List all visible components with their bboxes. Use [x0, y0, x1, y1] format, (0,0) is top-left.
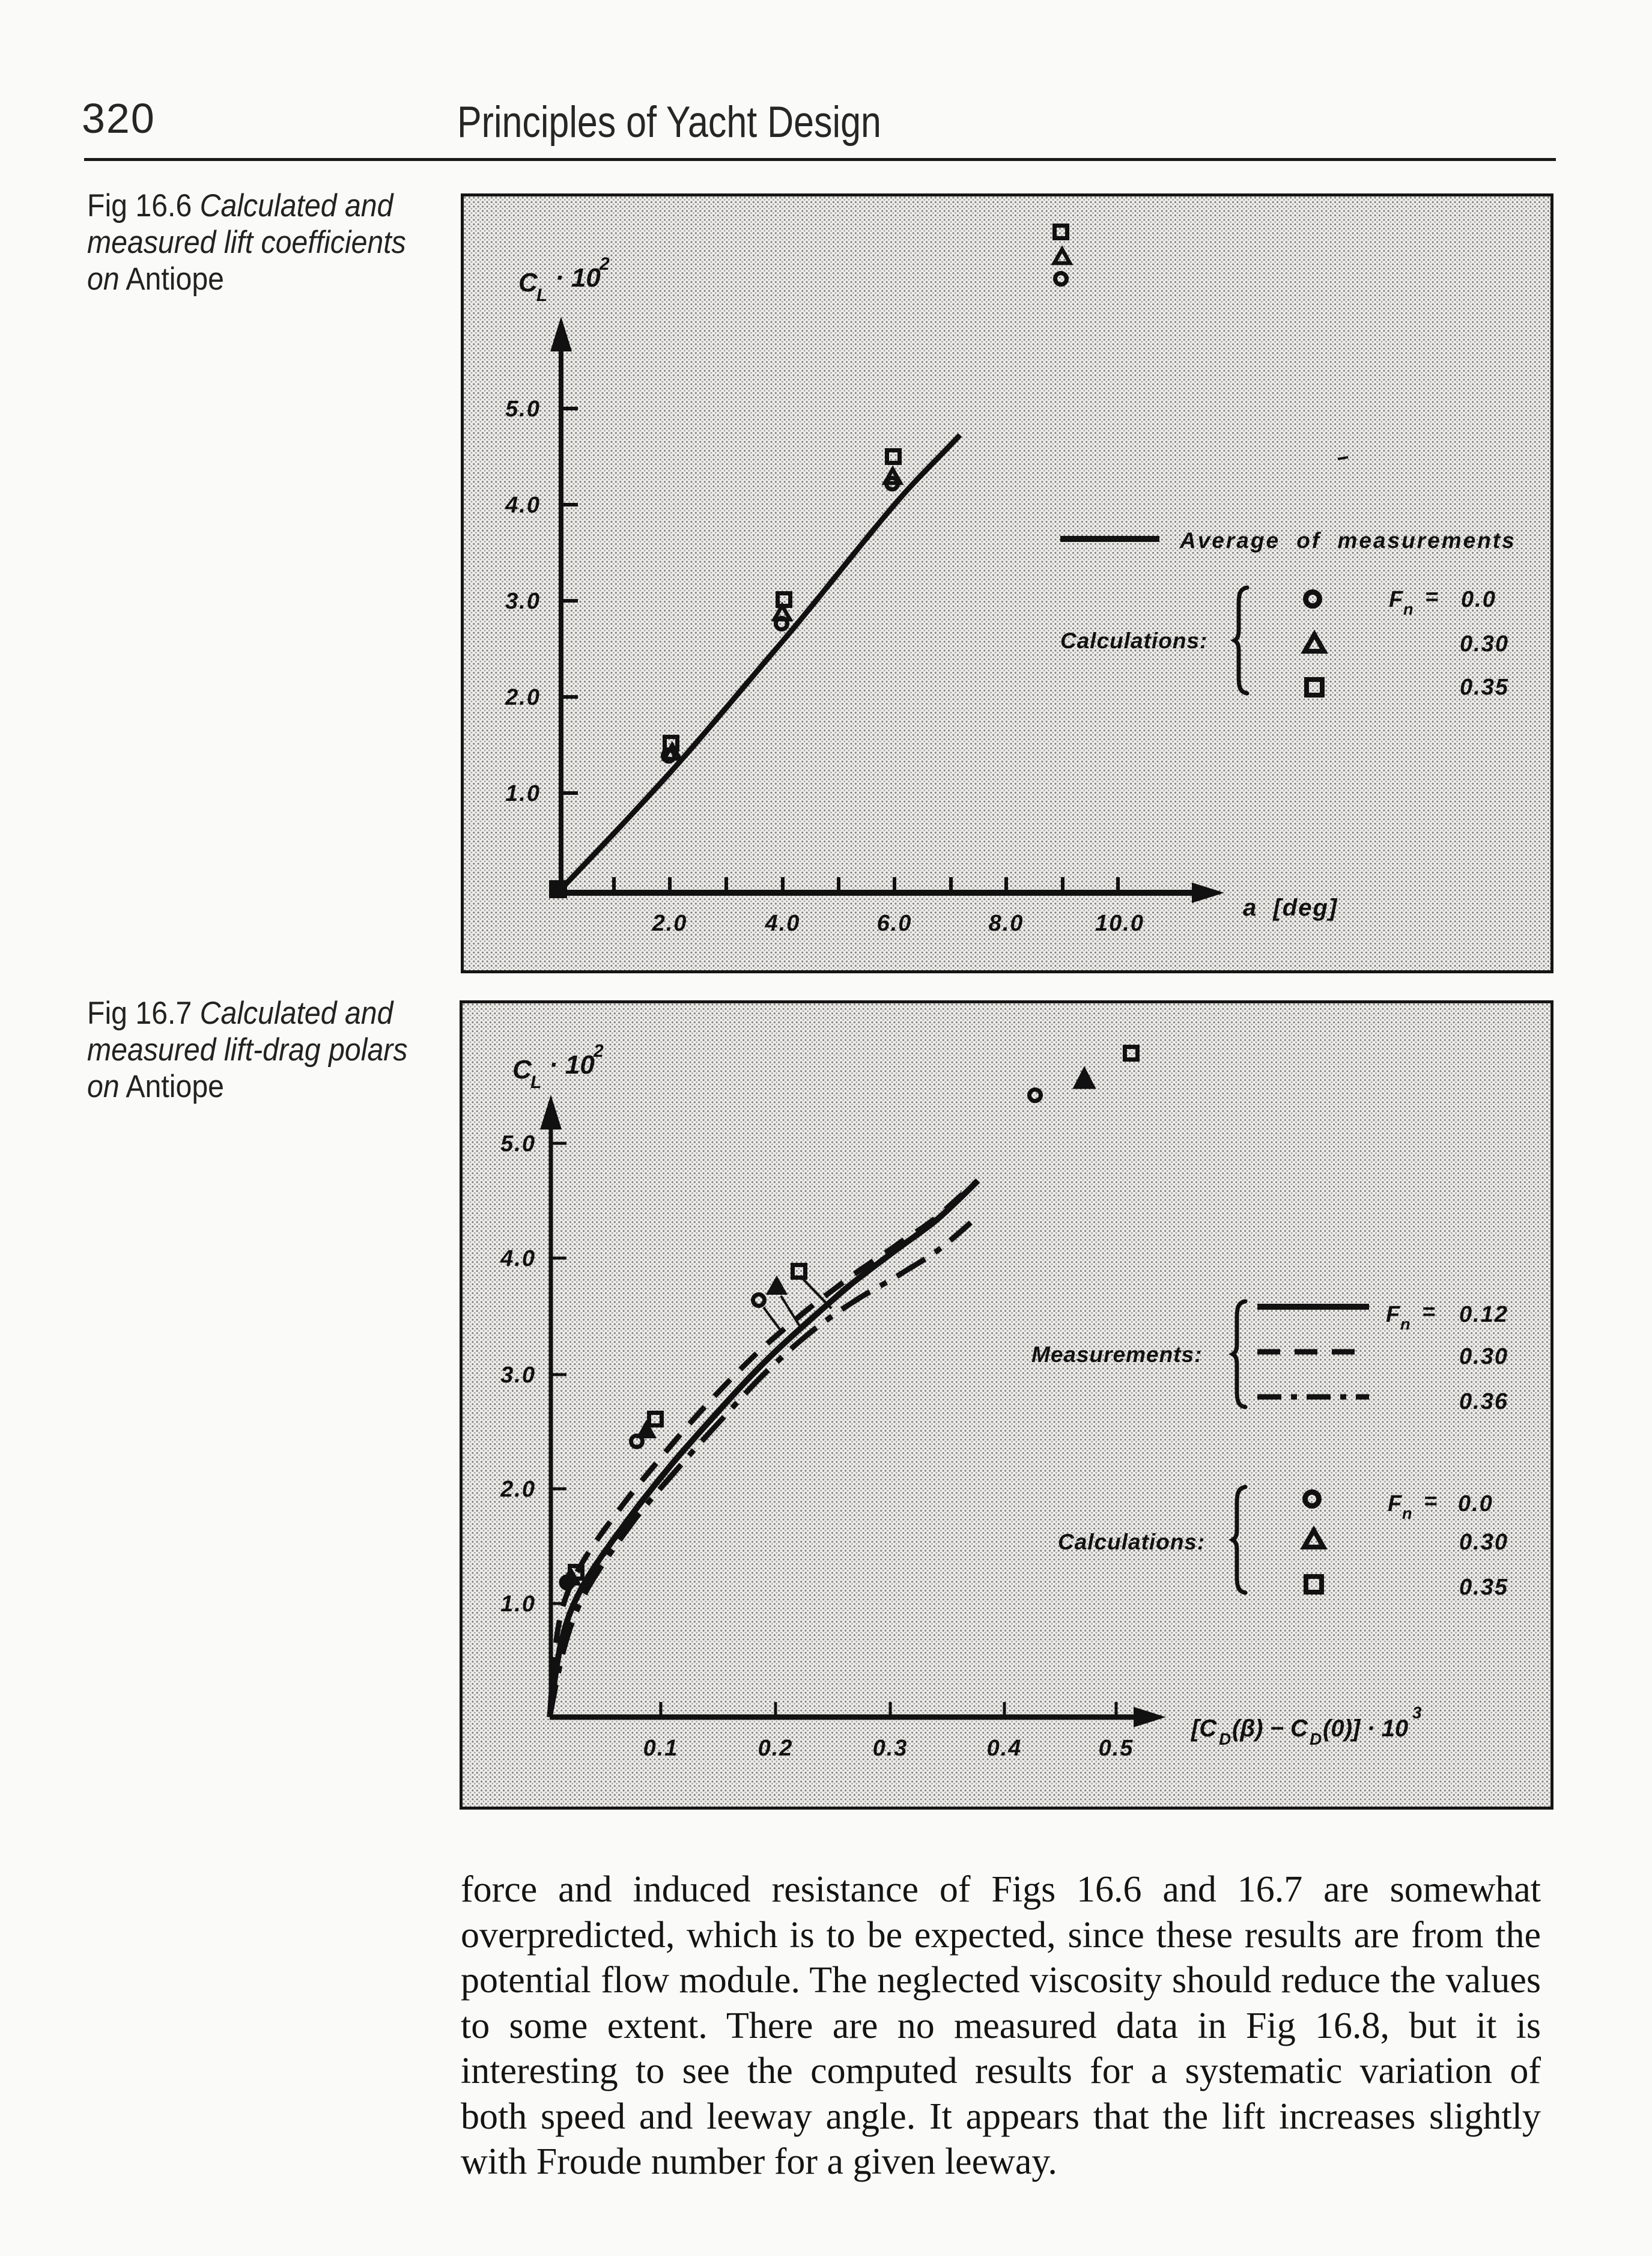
svg-text:· 10: · 10 — [555, 263, 601, 293]
svg-text:F: F — [1388, 1491, 1403, 1516]
svg-text:=: = — [1425, 585, 1438, 610]
svg-text:· 10: · 10 — [549, 1050, 595, 1080]
svg-text:5.0: 5.0 — [505, 397, 541, 422]
svg-text:8.0: 8.0 — [989, 911, 1024, 936]
svg-text:0.12: 0.12 — [1459, 1302, 1508, 1327]
svg-text:0.30: 0.30 — [1460, 631, 1509, 657]
svg-text:n: n — [1400, 1315, 1411, 1333]
svg-text:D: D — [1219, 1730, 1231, 1748]
svg-text:(0)] · 10: (0)] · 10 — [1323, 1715, 1408, 1742]
svg-text:0.36: 0.36 — [1459, 1389, 1508, 1414]
svg-text:Measurements:: Measurements: — [1031, 1342, 1202, 1367]
svg-text:0.4: 0.4 — [987, 1736, 1022, 1761]
svg-text:4.0: 4.0 — [500, 1246, 536, 1271]
svg-text:0.2: 0.2 — [758, 1736, 794, 1761]
svg-text:0.5: 0.5 — [1099, 1736, 1134, 1761]
svg-text:[C: [C — [1190, 1715, 1217, 1742]
svg-text:3.0: 3.0 — [505, 589, 541, 614]
svg-text:(β) − C: (β) − C — [1232, 1715, 1308, 1742]
svg-text:4.0: 4.0 — [505, 493, 541, 518]
svg-text:Calculations:: Calculations: — [1060, 628, 1207, 653]
svg-text:3: 3 — [1412, 1703, 1422, 1722]
svg-text:1.0: 1.0 — [505, 781, 541, 806]
svg-text:0.30: 0.30 — [1459, 1530, 1508, 1555]
svg-text:Calculations:: Calculations: — [1058, 1530, 1205, 1554]
svg-text:3.0: 3.0 — [500, 1363, 536, 1388]
svg-text:2.0: 2.0 — [652, 911, 688, 936]
svg-text:=: = — [1424, 1489, 1437, 1514]
svg-text:n: n — [1403, 600, 1414, 618]
svg-text:0.35: 0.35 — [1460, 675, 1509, 700]
svg-text:=: = — [1422, 1300, 1435, 1325]
svg-text:L: L — [530, 1072, 541, 1092]
svg-text:10.0: 10.0 — [1095, 911, 1144, 936]
svg-text:C: C — [518, 268, 538, 297]
svg-text:2.0: 2.0 — [505, 685, 541, 710]
svg-text:F: F — [1386, 1302, 1401, 1327]
svg-text:0.30: 0.30 — [1459, 1344, 1508, 1369]
svg-text:0.0: 0.0 — [1461, 587, 1496, 612]
svg-text:2: 2 — [593, 1041, 604, 1061]
svg-text:D: D — [1310, 1730, 1322, 1748]
svg-text:6.0: 6.0 — [877, 911, 913, 936]
svg-text:0.0: 0.0 — [1458, 1491, 1493, 1516]
svg-text:0.35: 0.35 — [1459, 1575, 1508, 1600]
svg-text:1.0: 1.0 — [500, 1592, 536, 1617]
svg-text:Average of measurements: Average of measurements — [1179, 528, 1516, 553]
svg-text:0.3: 0.3 — [873, 1736, 908, 1761]
svg-text:5.0: 5.0 — [500, 1131, 536, 1157]
svg-text:F: F — [1389, 587, 1404, 612]
svg-text:C: C — [512, 1055, 532, 1084]
svg-text:4.0: 4.0 — [765, 911, 801, 936]
svg-text:2: 2 — [599, 254, 610, 274]
svg-text:a [deg]: a [deg] — [1243, 895, 1338, 921]
svg-text:L: L — [536, 285, 547, 305]
svg-text:2.0: 2.0 — [500, 1477, 536, 1502]
svg-text:0.1: 0.1 — [643, 1736, 679, 1761]
svg-text:n: n — [1402, 1504, 1412, 1522]
